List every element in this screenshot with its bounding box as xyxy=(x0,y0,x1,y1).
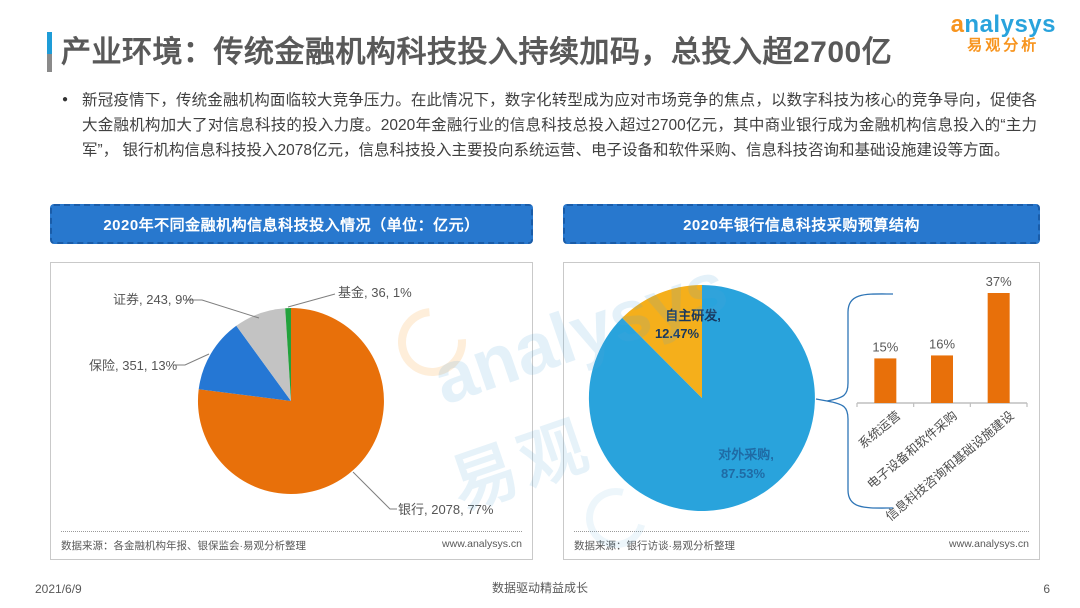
title-accent-bar xyxy=(47,32,52,72)
bar-category-label-0: 系统运营 xyxy=(856,409,903,452)
right-website-link[interactable]: www.analysys.cn xyxy=(949,538,1029,550)
left-source-text: 数据来源：各金融机构年报、银保监会·易观分析整理 xyxy=(61,540,306,552)
procurement-charts: 对外采购, 87.53% 自主研发, 12.47% 15% 系统运营 16% 电子设备和软件采… xyxy=(588,274,1028,524)
bar-value-label-0: 15% xyxy=(872,339,898,354)
leader-line-0 xyxy=(352,471,397,510)
right-source-text: 数据来源：银行访谈·易观分析整理 xyxy=(574,540,735,552)
brace-connector-line xyxy=(815,398,828,402)
bar-value-label-1: 16% xyxy=(929,336,955,351)
bullet-icon: ● xyxy=(62,94,69,105)
leader-line-3 xyxy=(287,293,336,308)
footer-date: 2021/6/9 xyxy=(35,582,82,596)
leader-line-2 xyxy=(186,299,260,319)
analysys-logo: analysys 易观分析 xyxy=(951,12,1056,54)
left-website-link[interactable]: www.analysys.cn xyxy=(442,538,522,550)
brace-icon xyxy=(826,293,894,509)
right-chart-header: 2020年银行信息科技采购预算结构 xyxy=(563,204,1040,244)
bar-value-label-2: 37% xyxy=(986,274,1012,289)
pie-inner-label-0-0: 对外采购, xyxy=(718,447,774,462)
footer-slogan: 数据驱动精益成长 xyxy=(491,581,588,595)
right-source-row: 数据来源：银行访谈·易观分析整理 www.analysys.cn xyxy=(574,531,1029,553)
pie-slice-0 xyxy=(197,308,384,494)
pie-slice-0 xyxy=(588,285,815,511)
pie-label-2: 证券, 243, 9% xyxy=(113,292,194,307)
footer-page-number: 6 xyxy=(1043,582,1050,596)
analysys-logo-chinese: 易观分析 xyxy=(967,37,1040,55)
pie-inner-label-1-1: 12.47% xyxy=(655,326,700,341)
pie-inner-label-1-0: 自主研发, xyxy=(665,308,721,323)
pie-label-0: 银行, 2078, 77% xyxy=(398,502,494,517)
bar-category-label-1: 电子设备和软件采购 xyxy=(864,408,960,492)
pie-slice-3 xyxy=(285,308,291,401)
intro-paragraph: 新冠疫情下，传统金融机构面临较大竞争压力。在此情况下，数字化转型成为应对市场竞争… xyxy=(82,92,1037,160)
left-chart-header: 2020年不同金融机构信息科技投入情况（单位：亿元） xyxy=(50,204,533,244)
analysys-logo-wordmark: analysys xyxy=(950,11,1056,38)
pie-label-3: 基金, 36, 1% xyxy=(338,285,412,300)
left-chart-panel: 银行, 2078, 77% 保险, 351, 13% 证券, 243, 9% 基金, … xyxy=(50,262,533,560)
bar-2 xyxy=(987,293,1010,403)
right-chart-panel: 对外采购, 87.53% 自主研发, 12.47% 15% 系统运营 16% 电子设备和软件采… xyxy=(563,262,1040,560)
bar-1 xyxy=(931,355,953,403)
pie-slice-1 xyxy=(198,325,291,401)
pie-label-1: 保险, 351, 13% xyxy=(89,358,178,373)
page-title: 产业环境：传统金融机构科技投入持续加码，总投入超2700亿 xyxy=(61,36,893,69)
pie-slice-2 xyxy=(236,308,291,401)
intro-bullet-row: ● 新冠疫情下，传统金融机构面临较大竞争压力。在此情况下，数字化转型成为应对市场… xyxy=(62,88,1037,163)
investment-pie-chart: 银行, 2078, 77% 保险, 351, 13% 证券, 243, 9% 基金, … xyxy=(89,285,494,517)
leader-line-1 xyxy=(173,353,210,366)
left-source-row: 数据来源：各金融机构年报、银保监会·易观分析整理 www.analysys.cn xyxy=(61,531,522,553)
bar-0 xyxy=(874,358,897,403)
pie-inner-label-0-1: 87.53% xyxy=(721,466,766,481)
pie-slice-1 xyxy=(622,284,702,398)
